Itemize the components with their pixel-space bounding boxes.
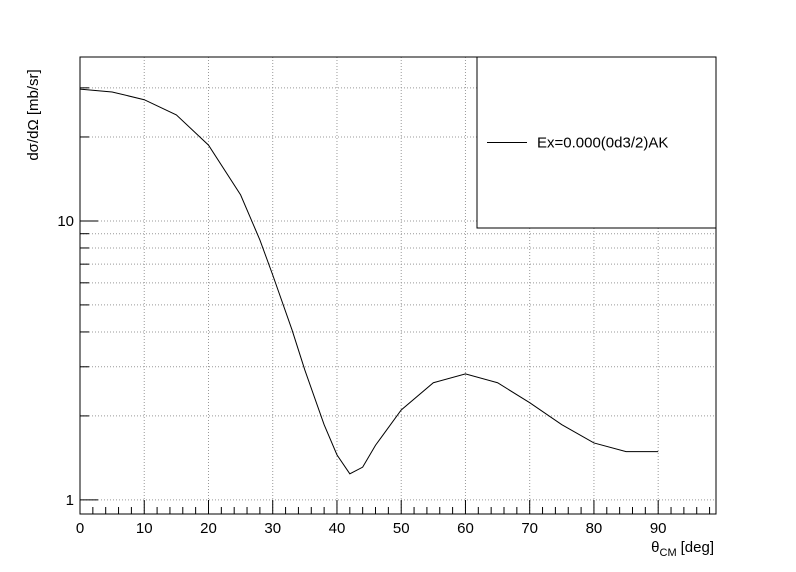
x-tick-label: 60	[457, 520, 474, 537]
x-tick-label: 50	[393, 520, 410, 537]
data-line	[79, 88, 659, 475]
x-tick-label: 10	[136, 520, 153, 537]
x-tick-label: 90	[650, 520, 667, 537]
x-axis-label: θCM [deg]	[651, 539, 714, 559]
x-tick-label: 40	[329, 520, 346, 537]
x-label-subscript: CM	[660, 547, 677, 559]
legend-label: Ex=0.000(0d3/2)AK	[537, 135, 668, 152]
y-axis-label: dσ/dΩ [mb/sr]	[25, 69, 42, 160]
x-tick-label: 0	[76, 520, 84, 537]
x-tick-label: 20	[200, 520, 217, 537]
x-label-unit: [deg]	[681, 539, 714, 556]
x-tick-label: 30	[264, 520, 281, 537]
y-tick-label: 10	[57, 213, 74, 230]
x-tick-label: 70	[521, 520, 538, 537]
plot-frame	[79, 56, 717, 515]
x-label-symbol: θ	[651, 539, 659, 556]
y-tick-label: 1	[66, 492, 74, 509]
x-tick-label: 80	[586, 520, 603, 537]
